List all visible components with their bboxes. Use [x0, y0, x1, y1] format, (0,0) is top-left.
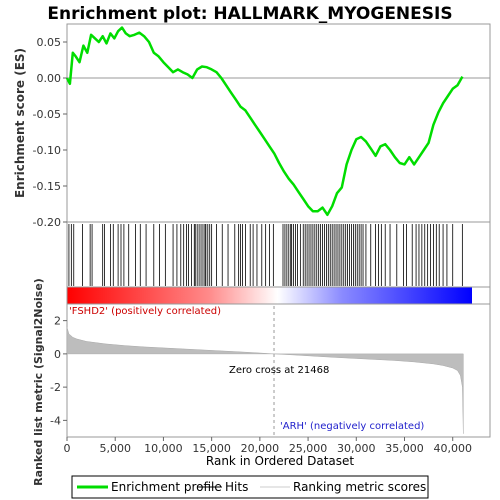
x-tick-label: 40,000: [433, 442, 472, 455]
metric-y-tick-label: 2: [54, 315, 61, 328]
enrichment-profile-line: [65, 26, 464, 217]
es-y-axis-label: Enrichment score (ES): [13, 48, 27, 198]
es-y-tick-label: 0.05: [37, 36, 62, 49]
metric-y-tick-label: 0: [54, 348, 61, 361]
negative-correlation-label: 'ARH' (negatively correlated): [280, 421, 424, 432]
positive-correlation-label: 'FSHD2' (positively correlated): [69, 306, 221, 317]
es-y-tick-label: -0.15: [33, 180, 61, 193]
x-tick-label: 10,000: [144, 442, 183, 455]
x-tick-label: 15,000: [192, 442, 231, 455]
legend-metric-label: Ranking metric scores: [293, 480, 426, 494]
es-y-tick-label: 0.00: [37, 72, 62, 85]
metric-panel: [66, 303, 491, 438]
x-tick-label: 35,000: [385, 442, 424, 455]
legend-box: [71, 475, 429, 499]
es-y-tick-label: -0.10: [33, 144, 61, 157]
x-tick-label: 30,000: [337, 442, 376, 455]
x-tick-label: 5,000: [99, 442, 131, 455]
es-panel: [66, 23, 491, 223]
metric-y-tick-label: -4: [50, 414, 61, 427]
chart-title: Enrichment plot: HALLMARK_MYOGENESIS: [47, 4, 452, 24]
metric-y-axis-label: Ranked list metric (Signal2Noise): [32, 278, 45, 486]
rank-color-bar: [67, 287, 472, 304]
legend-enrichment-label: Enrichment profile: [111, 480, 222, 494]
metric-y-tick-label: -2: [50, 381, 61, 394]
es-y-tick-label: -0.20: [33, 216, 61, 229]
hits-panel: [66, 221, 491, 288]
x-tick-label: 25,000: [289, 442, 328, 455]
x-axis-label: Rank in Ordered Dataset: [206, 454, 354, 468]
x-tick-label: 0: [64, 442, 71, 455]
legend-hits-label: Hits: [225, 480, 248, 494]
x-tick-label: 20,000: [241, 442, 280, 455]
es-y-tick-label: -0.05: [33, 108, 61, 121]
ranking-metric-area: [66, 327, 464, 434]
zero-cross-label: Zero cross at 21468: [229, 365, 329, 376]
